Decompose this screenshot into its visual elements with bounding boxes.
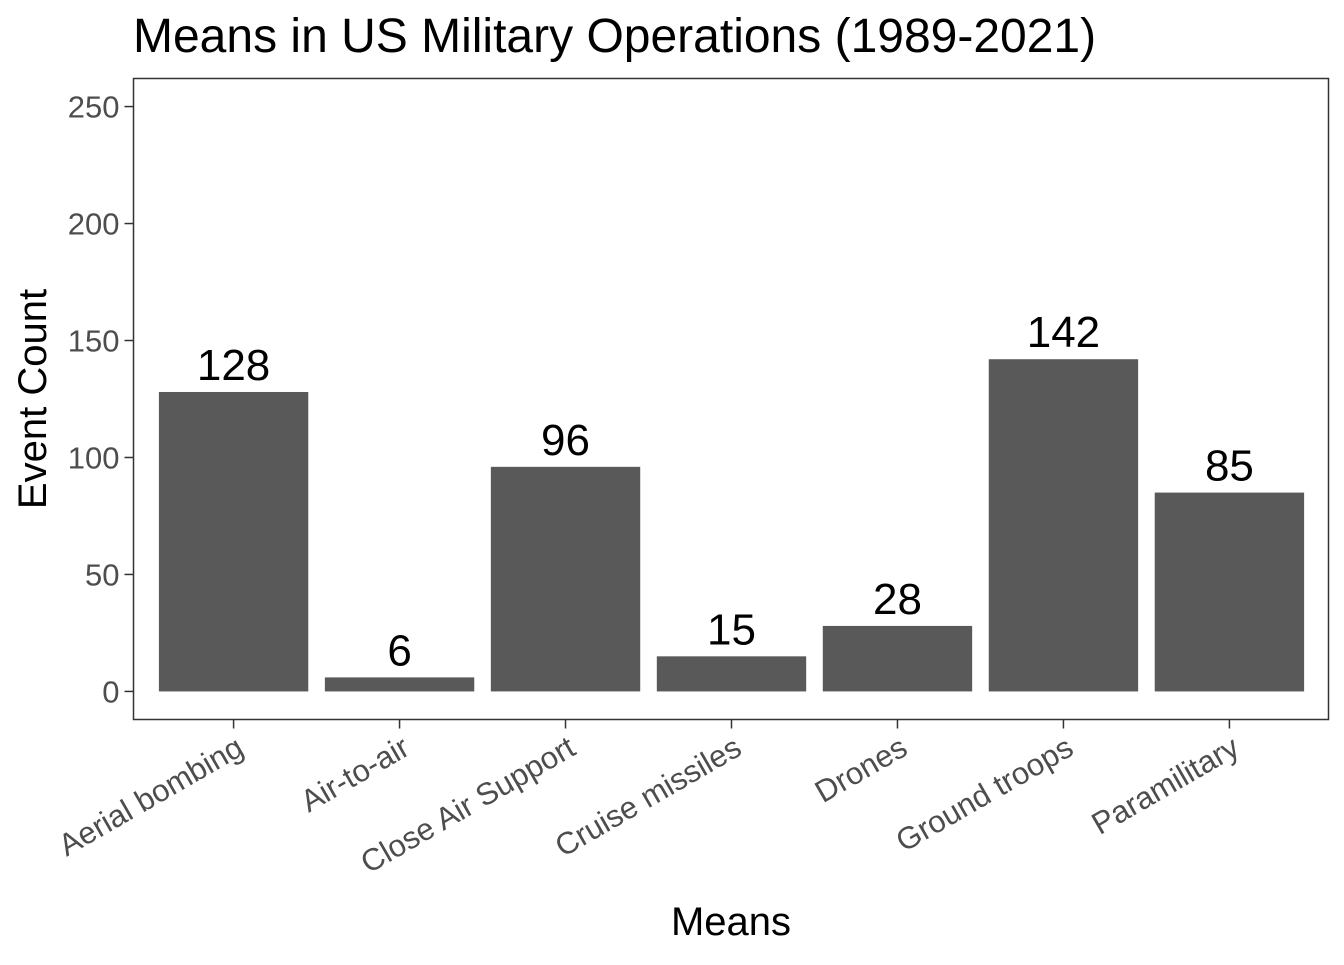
- data-label: 142: [1027, 308, 1100, 357]
- bar-aerial-bombing: [158, 391, 309, 692]
- data-label: 128: [197, 341, 270, 390]
- y-tick-label: 150: [68, 324, 120, 359]
- data-label: 15: [707, 605, 756, 654]
- bar-close-air-support: [490, 466, 641, 692]
- data-labels-layer: 128 6 96 15 28 142 85: [197, 308, 1254, 675]
- bar-cruise-missiles: [656, 656, 807, 692]
- bar-drones: [822, 625, 973, 692]
- y-tick-label: 100: [68, 440, 120, 475]
- y-tick-label: 50: [85, 557, 119, 592]
- x-axis-title: Means: [671, 900, 791, 944]
- y-tick-label: 250: [68, 90, 120, 125]
- y-tick-label: 200: [68, 207, 120, 242]
- bars-layer: [158, 359, 1305, 692]
- y-axis: 0 50 100 150 200 250: [68, 90, 134, 709]
- data-label: 6: [387, 626, 411, 675]
- y-tick-label: 0: [102, 674, 119, 709]
- bar-paramilitary: [1154, 492, 1305, 692]
- bar-ground-troops: [988, 359, 1139, 692]
- y-axis-title: Event Count: [11, 289, 55, 509]
- chart-title: Means in US Military Operations (1989-20…: [133, 10, 1096, 63]
- data-label: 96: [541, 416, 590, 465]
- bar-air-to-air: [324, 677, 475, 692]
- data-label: 28: [873, 575, 922, 624]
- data-label: 85: [1205, 442, 1254, 491]
